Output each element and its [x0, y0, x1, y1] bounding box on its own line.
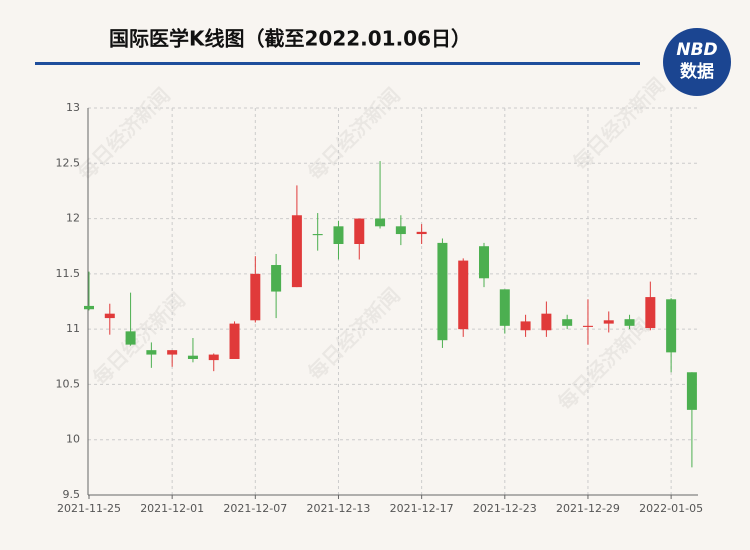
y-tick-label: 12.5	[56, 156, 81, 169]
title-underline	[35, 62, 640, 65]
candle-body	[541, 313, 552, 331]
y-tick-label: 13	[66, 101, 80, 114]
y-tick-label: 11	[66, 322, 80, 335]
y-tick-label: 9.5	[63, 488, 81, 501]
candle-body	[666, 299, 677, 353]
chart-title: 国际医学K线图（截至2022.01.06日）	[109, 27, 471, 51]
watermark: 每日经济新闻	[88, 288, 190, 390]
x-tick-label: 2021-12-13	[307, 502, 371, 515]
candle-body	[395, 226, 406, 235]
candle-body	[125, 331, 136, 345]
x-tick-label: 2021-12-07	[223, 502, 287, 515]
x-tick-label: 2021-12-23	[473, 502, 537, 515]
candle-body	[250, 273, 261, 321]
candle-body	[416, 231, 427, 235]
candle-body	[354, 218, 365, 245]
candle-body	[333, 226, 344, 245]
candle-body	[645, 297, 656, 329]
y-tick-label: 10.5	[56, 377, 81, 390]
candle-body	[104, 313, 115, 319]
candle-body	[686, 372, 697, 410]
y-tick-label: 12	[66, 212, 80, 225]
candle-body	[499, 289, 510, 326]
x-tick-label: 2021-12-29	[556, 502, 620, 515]
candle-body	[562, 319, 573, 326]
x-tick-label: 2021-12-01	[140, 502, 204, 515]
logo-top: NBD	[676, 40, 717, 60]
x-tick-label: 2021-11-25	[57, 502, 121, 515]
candle-body	[271, 265, 282, 292]
candle-body	[146, 350, 157, 355]
candle-body	[603, 320, 614, 324]
y-tick-label: 10	[66, 433, 80, 446]
candle-body	[208, 354, 219, 361]
candle-body	[437, 242, 448, 341]
candle-body	[375, 218, 386, 227]
x-tick-label: 2021-12-17	[390, 502, 454, 515]
candle-body	[291, 215, 302, 288]
logo	[663, 28, 731, 96]
logo-bottom: 数据	[680, 61, 714, 82]
watermark: 每日经济新闻	[303, 83, 405, 185]
candle-body	[312, 234, 323, 236]
candle-body	[520, 321, 531, 331]
candle-body	[167, 350, 178, 355]
candle-body	[84, 305, 94, 310]
candle-body	[458, 260, 469, 330]
watermark: 每日经济新闻	[568, 73, 670, 175]
candle-body	[582, 325, 593, 327]
watermark: 每日经济新闻	[303, 283, 405, 385]
candle-body	[479, 246, 490, 279]
x-tick-label: 2022-01-05	[639, 502, 703, 515]
y-tick-label: 11.5	[56, 267, 81, 280]
candle-body	[229, 323, 240, 359]
candle-body	[187, 355, 198, 359]
candle-body	[624, 319, 635, 326]
watermark: 每日经济新闻	[553, 313, 655, 415]
